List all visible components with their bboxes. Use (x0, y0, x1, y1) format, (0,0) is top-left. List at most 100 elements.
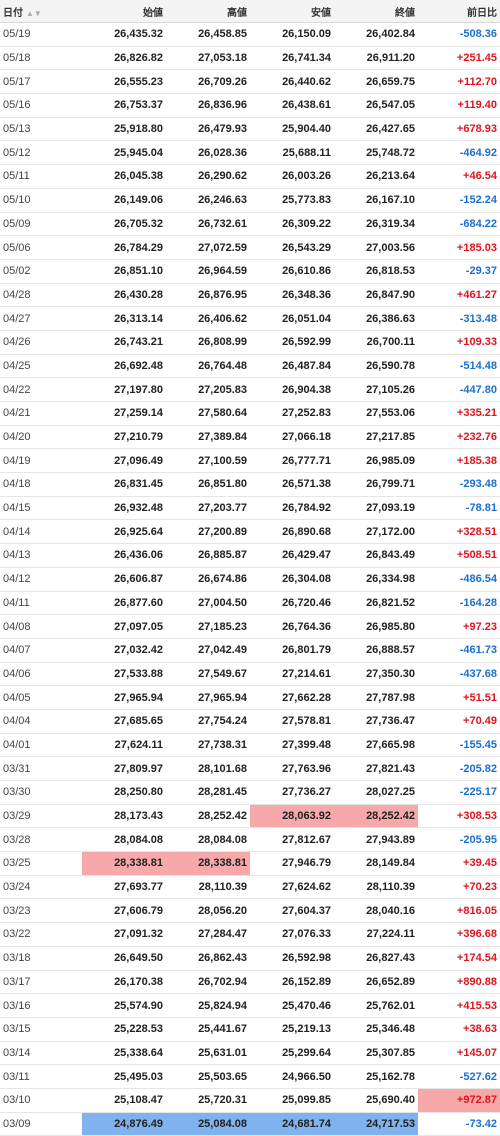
change-cell: +97.23 (418, 614, 500, 639)
low-cell: 25,299.64 (250, 1041, 334, 1066)
close-cell: 26,847.90 (334, 283, 418, 308)
close-cell: 27,787.98 (334, 685, 418, 710)
open-cell: 26,436.06 (82, 543, 166, 568)
close-cell: 27,003.56 (334, 235, 418, 260)
close-cell: 28,040.16 (334, 898, 418, 924)
open-cell: 26,877.60 (82, 591, 166, 616)
table-row: 03/30 28,250.80 28,281.45 27,736.27 28,027.2… (0, 780, 500, 805)
date-cell: 03/18 (0, 946, 82, 971)
table-row: 04/13 26,436.06 26,885.87 26,429.47 26,843.4… (0, 543, 500, 568)
high-cell: 27,004.50 (166, 591, 250, 616)
high-cell: 28,252.42 (166, 804, 250, 829)
table-row: 05/13 25,918.80 26,479.93 25,904.40 26,427.6… (0, 117, 500, 142)
date-cell: 04/05 (0, 685, 82, 710)
change-cell: +39.45 (418, 851, 500, 876)
change-cell: +232.76 (418, 425, 500, 450)
date-cell: 04/07 (0, 638, 82, 663)
table-row: 04/01 27,624.11 27,738.31 27,399.48 27,665.9… (0, 733, 500, 758)
table-row: 03/14 25,338.64 25,631.01 25,299.64 25,307.8… (0, 1041, 500, 1066)
date-cell: 03/30 (0, 780, 82, 805)
low-cell: 25,470.46 (250, 993, 334, 1018)
close-cell: 26,818.53 (334, 259, 418, 284)
open-cell: 26,851.10 (82, 259, 166, 284)
close-cell: 25,762.01 (334, 993, 418, 1018)
open-cell: 26,430.28 (82, 283, 166, 308)
change-cell: +508.51 (418, 543, 500, 568)
date-cell: 03/29 (0, 804, 82, 829)
header-low: 安値 (250, 0, 334, 23)
close-cell: 26,821.52 (334, 591, 418, 616)
table-row: 03/23 27,606.79 28,056.20 27,604.37 28,040.1… (0, 898, 500, 924)
header-row: 日付 ▲▼ 始値 高値 安値 終値 前日比 (0, 0, 500, 23)
date-cell: 04/28 (0, 283, 82, 308)
close-cell: 26,547.05 (334, 93, 418, 118)
header-date[interactable]: 日付 ▲▼ (0, 0, 82, 23)
high-cell: 26,028.36 (166, 140, 250, 166)
low-cell: 24,681.74 (250, 1112, 334, 1136)
high-cell: 27,042.49 (166, 638, 250, 663)
high-cell: 27,053.18 (166, 46, 250, 71)
table-row: 05/02 26,851.10 26,964.59 26,610.86 26,818.5… (0, 259, 500, 284)
high-cell: 28,110.39 (166, 875, 250, 900)
table-row: 03/24 27,693.77 28,110.39 27,624.62 28,110.3… (0, 875, 500, 900)
close-cell: 26,827.43 (334, 946, 418, 971)
table-row: 03/09 24,876.49 25,084.08 24,681.74 24,717.5… (0, 1112, 500, 1136)
open-cell: 27,693.77 (82, 875, 166, 900)
close-cell: 27,224.11 (334, 922, 418, 947)
high-cell: 28,084.08 (166, 827, 250, 853)
table-row: 05/06 26,784.29 27,072.59 26,543.29 27,003.5… (0, 235, 500, 260)
open-cell: 26,826.82 (82, 46, 166, 71)
table-row: 04/22 27,197.80 27,205.83 26,904.38 27,105.2… (0, 377, 500, 402)
high-cell: 28,101.68 (166, 756, 250, 781)
high-cell: 25,503.65 (166, 1064, 250, 1089)
open-cell: 28,250.80 (82, 780, 166, 805)
close-cell: 28,027.25 (334, 780, 418, 805)
high-cell: 27,203.77 (166, 496, 250, 521)
high-cell: 26,964.59 (166, 259, 250, 284)
sort-icon[interactable]: ▲▼ (26, 8, 42, 18)
close-cell: 25,162.78 (334, 1064, 418, 1089)
open-cell: 26,925.64 (82, 519, 166, 545)
date-cell: 03/11 (0, 1064, 82, 1089)
table-row: 03/29 28,173.43 28,252.42 28,063.92 28,252.4… (0, 804, 500, 829)
close-cell: 26,985.80 (334, 614, 418, 639)
open-cell: 27,210.79 (82, 425, 166, 450)
change-cell: +415.53 (418, 993, 500, 1018)
close-cell: 27,943.89 (334, 827, 418, 853)
date-cell: 04/21 (0, 401, 82, 426)
close-cell: 27,172.00 (334, 519, 418, 545)
close-cell: 27,093.19 (334, 496, 418, 521)
table-row: 04/05 27,965.94 27,965.94 27,662.28 27,787.9… (0, 685, 500, 710)
change-cell: -164.28 (418, 591, 500, 616)
high-cell: 25,720.31 (166, 1088, 250, 1113)
table-row: 05/19 26,435.32 26,458.85 26,150.09 26,402.8… (0, 22, 500, 47)
date-cell: 05/16 (0, 93, 82, 118)
date-cell: 03/25 (0, 851, 82, 876)
close-cell: 25,346.48 (334, 1017, 418, 1042)
high-cell: 26,808.99 (166, 330, 250, 355)
close-cell: 28,110.39 (334, 875, 418, 900)
low-cell: 24,966.50 (250, 1064, 334, 1089)
close-cell: 26,659.75 (334, 69, 418, 95)
table-row: 04/12 26,606.87 26,674.86 26,304.08 26,334.9… (0, 567, 500, 592)
table-row: 04/07 27,032.42 27,042.49 26,801.79 26,888.5… (0, 638, 500, 663)
low-cell: 27,812.67 (250, 827, 334, 853)
close-cell: 28,149.84 (334, 851, 418, 876)
high-cell: 27,200.89 (166, 519, 250, 545)
close-cell: 28,252.42 (334, 804, 418, 829)
close-cell: 26,799.71 (334, 472, 418, 497)
open-cell: 26,831.45 (82, 472, 166, 497)
high-cell: 26,458.85 (166, 22, 250, 47)
open-cell: 28,084.08 (82, 827, 166, 853)
low-cell: 25,219.13 (250, 1017, 334, 1042)
change-cell: +185.38 (418, 448, 500, 474)
date-cell: 05/13 (0, 117, 82, 142)
date-cell: 04/26 (0, 330, 82, 355)
change-cell: +308.53 (418, 804, 500, 829)
date-cell: 05/10 (0, 188, 82, 213)
close-cell: 26,167.10 (334, 188, 418, 213)
table-row: 05/16 26,753.37 26,836.96 26,438.61 26,547.0… (0, 93, 500, 118)
high-cell: 27,072.59 (166, 235, 250, 260)
date-cell: 04/19 (0, 448, 82, 474)
